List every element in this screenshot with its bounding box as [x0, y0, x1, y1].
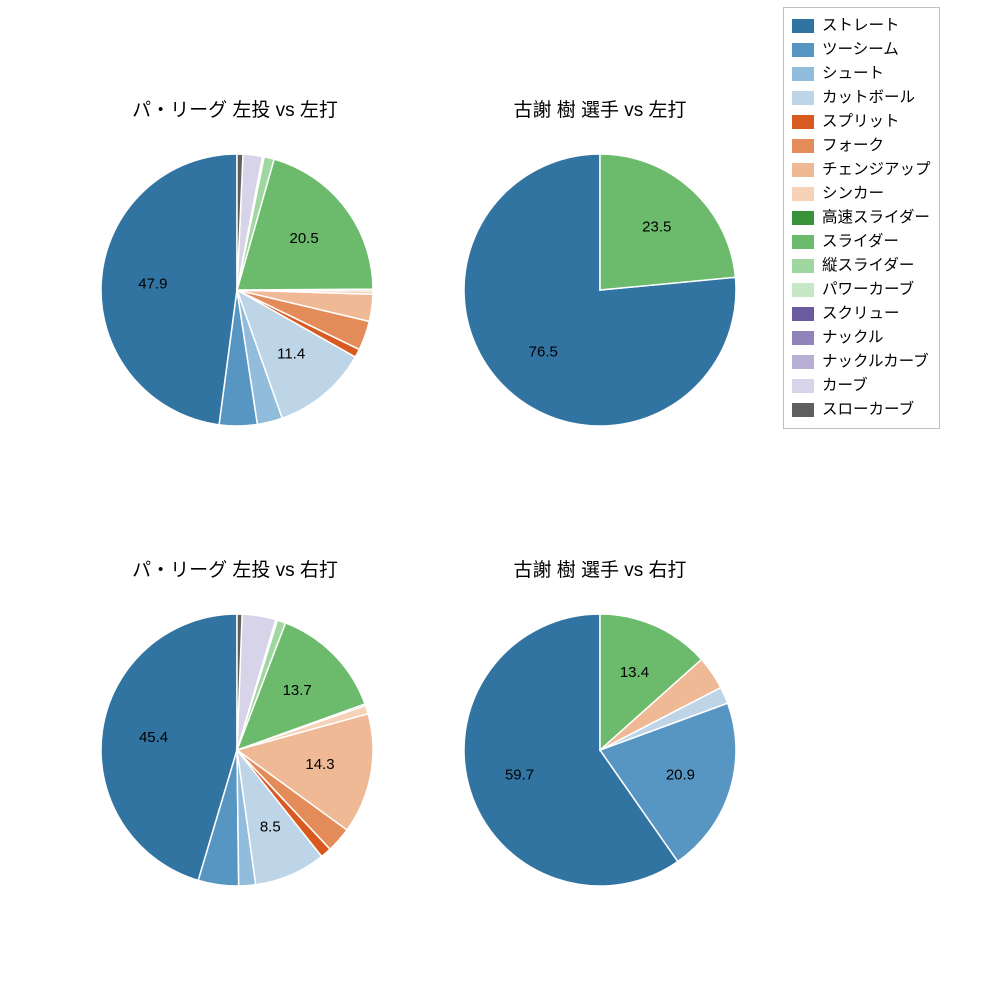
legend-swatch: [792, 211, 814, 225]
legend-swatch: [792, 19, 814, 33]
pie-slice-label: 13.7: [283, 682, 312, 699]
legend-swatch: [792, 283, 814, 297]
pie-slice-label: 23.5: [642, 219, 671, 236]
pie-slice-label: 20.5: [290, 230, 319, 247]
legend-label: チェンジアップ: [822, 158, 931, 182]
legend-item: スローカーブ: [792, 398, 931, 422]
legend-label: スローカーブ: [822, 398, 914, 422]
pie-slice-label: 13.4: [620, 664, 649, 681]
legend-item: スライダー: [792, 230, 931, 254]
legend-item: パワーカーブ: [792, 278, 931, 302]
legend-label: スクリュー: [822, 302, 900, 326]
legend-swatch: [792, 331, 814, 345]
legend-swatch: [792, 67, 814, 81]
legend-label: シュート: [822, 62, 884, 86]
legend-item: ストレート: [792, 14, 931, 38]
legend-label: ツーシーム: [822, 38, 899, 62]
legend-label: フォーク: [822, 134, 884, 158]
legend-label: カーブ: [822, 374, 868, 398]
legend-swatch: [792, 355, 814, 369]
legend-item: ナックルカーブ: [792, 350, 931, 374]
legend-swatch: [792, 139, 814, 153]
pie-slice-label: 20.9: [666, 766, 695, 783]
legend-item: シンカー: [792, 182, 931, 206]
legend-swatch: [792, 379, 814, 393]
legend-swatch: [792, 187, 814, 201]
legend-item: シュート: [792, 62, 931, 86]
pie-slice-label: 14.3: [305, 756, 334, 773]
pie-slice-label: 11.4: [277, 346, 305, 363]
legend-item: 高速スライダー: [792, 206, 931, 230]
legend-label: スライダー: [822, 230, 899, 254]
legend-item: フォーク: [792, 134, 931, 158]
legend-swatch: [792, 259, 814, 273]
legend-swatch: [792, 115, 814, 129]
pie-slice-label: 8.5: [260, 818, 281, 835]
legend-swatch: [792, 403, 814, 417]
pie-slice-label: 47.9: [138, 275, 167, 292]
legend-label: スプリット: [822, 110, 900, 134]
pie-slice-label: 59.7: [505, 766, 534, 783]
legend-label: 高速スライダー: [822, 206, 930, 230]
pie-slice-label: 45.4: [139, 729, 168, 746]
figure: パ・リーグ 左投 vs 左打古謝 樹 選手 vs 左打パ・リーグ 左投 vs 右…: [0, 0, 1000, 1000]
legend-item: 縦スライダー: [792, 254, 931, 278]
legend-item: カットボール: [792, 86, 931, 110]
legend-item: ナックル: [792, 326, 931, 350]
legend-swatch: [792, 163, 814, 177]
legend-item: スプリット: [792, 110, 931, 134]
legend-label: 縦スライダー: [822, 254, 914, 278]
legend-label: カットボール: [822, 86, 915, 110]
legend-item: チェンジアップ: [792, 158, 931, 182]
legend-item: ツーシーム: [792, 38, 931, 62]
legend-swatch: [792, 235, 814, 249]
legend-swatch: [792, 91, 814, 105]
legend-swatch: [792, 307, 814, 321]
legend-label: ナックルカーブ: [822, 350, 929, 374]
legend: ストレートツーシームシュートカットボールスプリットフォークチェンジアップシンカー…: [783, 7, 940, 429]
legend-label: ナックル: [822, 326, 884, 350]
pie-slice-label: 76.5: [529, 343, 558, 360]
legend-swatch: [792, 43, 814, 57]
pie-slice: [101, 154, 237, 425]
legend-item: スクリュー: [792, 302, 931, 326]
legend-label: シンカー: [822, 182, 884, 206]
legend-label: ストレート: [822, 14, 900, 38]
legend-item: カーブ: [792, 374, 931, 398]
legend-label: パワーカーブ: [822, 278, 914, 302]
